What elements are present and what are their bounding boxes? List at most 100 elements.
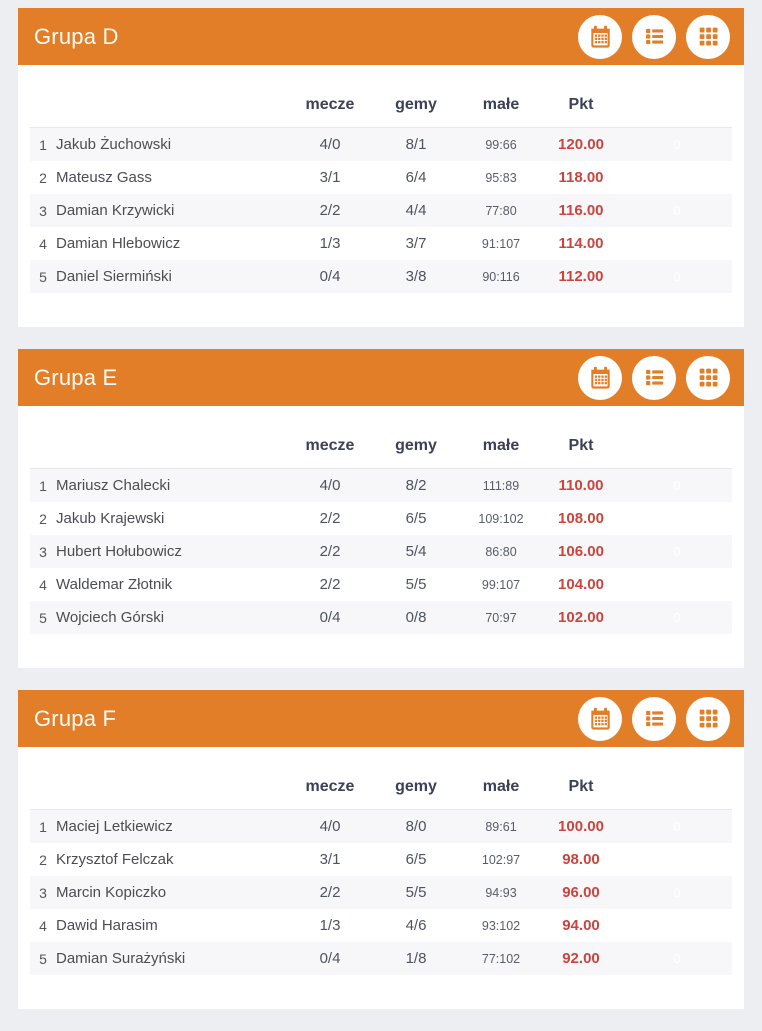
- table-row: 3 Damian Krzywicki 2/2 4/4 77:80 116.00 …: [30, 194, 732, 227]
- column-header-mecze: mecze: [305, 95, 355, 113]
- table-row: 2 Mateusz Gass 3/1 6/4 95:83 118.00 0: [30, 161, 732, 194]
- mecze-value: 3/1: [319, 851, 341, 868]
- calendar-button[interactable]: [578, 355, 622, 400]
- rank-cell: 4: [39, 917, 47, 934]
- pkt-value: 92.00: [562, 950, 600, 967]
- male-value: 77:80: [485, 203, 517, 218]
- list-view-button[interactable]: [632, 355, 676, 400]
- gemy-value: 1/8: [405, 950, 427, 967]
- hidden-zero-value: 0: [673, 511, 681, 526]
- grid-icon: [699, 709, 718, 728]
- calendar-button[interactable]: [578, 696, 622, 741]
- table-row: 4 Damian Hlebowicz 1/3 3/7 91:107 114.00…: [30, 227, 732, 260]
- list-icon: [645, 369, 663, 386]
- list-icon: [645, 710, 663, 727]
- rank-cell: 5: [39, 609, 47, 626]
- table-row: 4 Waldemar Złotnik 2/2 5/5 99:107 104.00…: [30, 568, 732, 601]
- pkt-value: 110.00: [558, 477, 604, 494]
- table-row: 1 Mariusz Chalecki 4/0 8/2 111:89 110.00…: [30, 469, 732, 502]
- mecze-value: 4/0: [319, 136, 341, 153]
- rank-cell: 1: [39, 477, 47, 494]
- hidden-zero-value: 0: [673, 269, 681, 284]
- pkt-value: 98.00: [562, 851, 600, 868]
- list-view-button[interactable]: [632, 696, 676, 741]
- group-toolbar: [578, 14, 730, 59]
- group-card: Grupa E: [18, 349, 744, 668]
- mecze-value: 1/3: [319, 917, 341, 934]
- pkt-value: 108.00: [558, 510, 604, 527]
- grid-icon: [699, 368, 718, 387]
- male-value: 77:102: [481, 951, 521, 966]
- group-title: Grupa D: [34, 23, 119, 49]
- table-row: 1 Maciej Letkiewicz 4/0 8/0 89:61 100.00…: [30, 810, 732, 843]
- table-header-row: mecze gemy małe Pkt: [30, 747, 732, 810]
- column-header-pkt: Pkt: [568, 95, 594, 113]
- player-name: Marcin Kopiczko: [56, 884, 167, 901]
- male-value: 111:89: [482, 478, 520, 493]
- group-header: Grupa D: [18, 8, 744, 65]
- column-header-gemy: gemy: [395, 95, 437, 113]
- pkt-value: 100.00: [558, 818, 604, 835]
- male-value: 94:93: [485, 885, 517, 900]
- player-name: Jakub Krajewski: [56, 510, 165, 527]
- rank-cell: 2: [39, 510, 47, 527]
- pkt-value: 114.00: [558, 235, 604, 252]
- male-value: 86:80: [485, 544, 517, 559]
- table-row: 5 Wojciech Górski 0/4 0/8 70:97 102.00 0: [30, 601, 732, 634]
- rank-cell: 3: [39, 543, 47, 560]
- male-value: 89:61: [485, 819, 517, 834]
- column-header-gemy: gemy: [395, 777, 437, 795]
- list-icon: [645, 28, 663, 45]
- rank-cell: 4: [39, 235, 47, 252]
- mecze-value: 4/0: [319, 818, 341, 835]
- table-row: 3 Hubert Hołubowicz 2/2 5/4 86:80 106.00…: [30, 535, 732, 568]
- pkt-value: 96.00: [562, 884, 600, 901]
- rank-cell: 2: [39, 851, 47, 868]
- mecze-value: 0/4: [319, 950, 341, 967]
- hidden-zero-value: 0: [673, 137, 681, 152]
- calendar-button[interactable]: [578, 14, 622, 59]
- group-header: Grupa E: [18, 349, 744, 406]
- player-name: Waldemar Złotnik: [56, 576, 173, 593]
- mecze-value: 0/4: [319, 268, 341, 285]
- table-row: 1 Jakub Żuchowski 4/0 8/1 99:66 120.00 0: [30, 128, 732, 161]
- hidden-zero-value: 0: [673, 577, 681, 592]
- player-name: Hubert Hołubowicz: [56, 543, 182, 560]
- grid-view-button[interactable]: [686, 355, 730, 400]
- grid-view-button[interactable]: [686, 696, 730, 741]
- pkt-value: 120.00: [558, 136, 604, 153]
- male-value: 99:107: [481, 577, 521, 592]
- player-name: Damian Surażyński: [56, 950, 186, 967]
- player-name: Jakub Żuchowski: [56, 136, 172, 153]
- gemy-value: 0/8: [405, 609, 427, 626]
- player-name: Maciej Letkiewicz: [56, 818, 173, 835]
- mecze-value: 2/2: [319, 884, 341, 901]
- hidden-zero-value: 0: [673, 819, 681, 834]
- rank-cell: 1: [39, 136, 47, 153]
- list-view-button[interactable]: [632, 14, 676, 59]
- player-name: Damian Hlebowicz: [56, 235, 181, 252]
- table-row: 5 Daniel Siermiński 0/4 3/8 90:116 112.0…: [30, 260, 732, 293]
- column-header-pkt: Pkt: [568, 436, 594, 454]
- gemy-value: 4/6: [405, 917, 427, 934]
- table-row: 5 Damian Surażyński 0/4 1/8 77:102 92.00…: [30, 942, 732, 975]
- hidden-zero-value: 0: [673, 885, 681, 900]
- table-header-row: mecze gemy małe Pkt: [30, 406, 732, 469]
- table-row: 4 Dawid Harasim 1/3 4/6 93:102 94.00 0: [30, 909, 732, 942]
- grid-icon: [699, 27, 718, 46]
- column-header-male: małe: [482, 436, 520, 454]
- gemy-value: 4/4: [405, 202, 427, 219]
- column-header-gemy: gemy: [395, 436, 437, 454]
- mecze-value: 1/3: [319, 235, 341, 252]
- hidden-zero-value: 0: [673, 610, 681, 625]
- grid-view-button[interactable]: [686, 14, 730, 59]
- gemy-value: 5/4: [405, 543, 427, 560]
- hidden-zero-value: 0: [673, 236, 681, 251]
- group-card: Grupa D: [18, 8, 744, 327]
- table-row: 3 Marcin Kopiczko 2/2 5/5 94:93 96.00 0: [30, 876, 732, 909]
- player-name: Daniel Siermiński: [56, 268, 172, 285]
- mecze-value: 2/2: [319, 202, 341, 219]
- group-title: Grupa F: [34, 705, 117, 731]
- gemy-value: 5/5: [405, 884, 427, 901]
- gemy-value: 6/4: [405, 169, 427, 186]
